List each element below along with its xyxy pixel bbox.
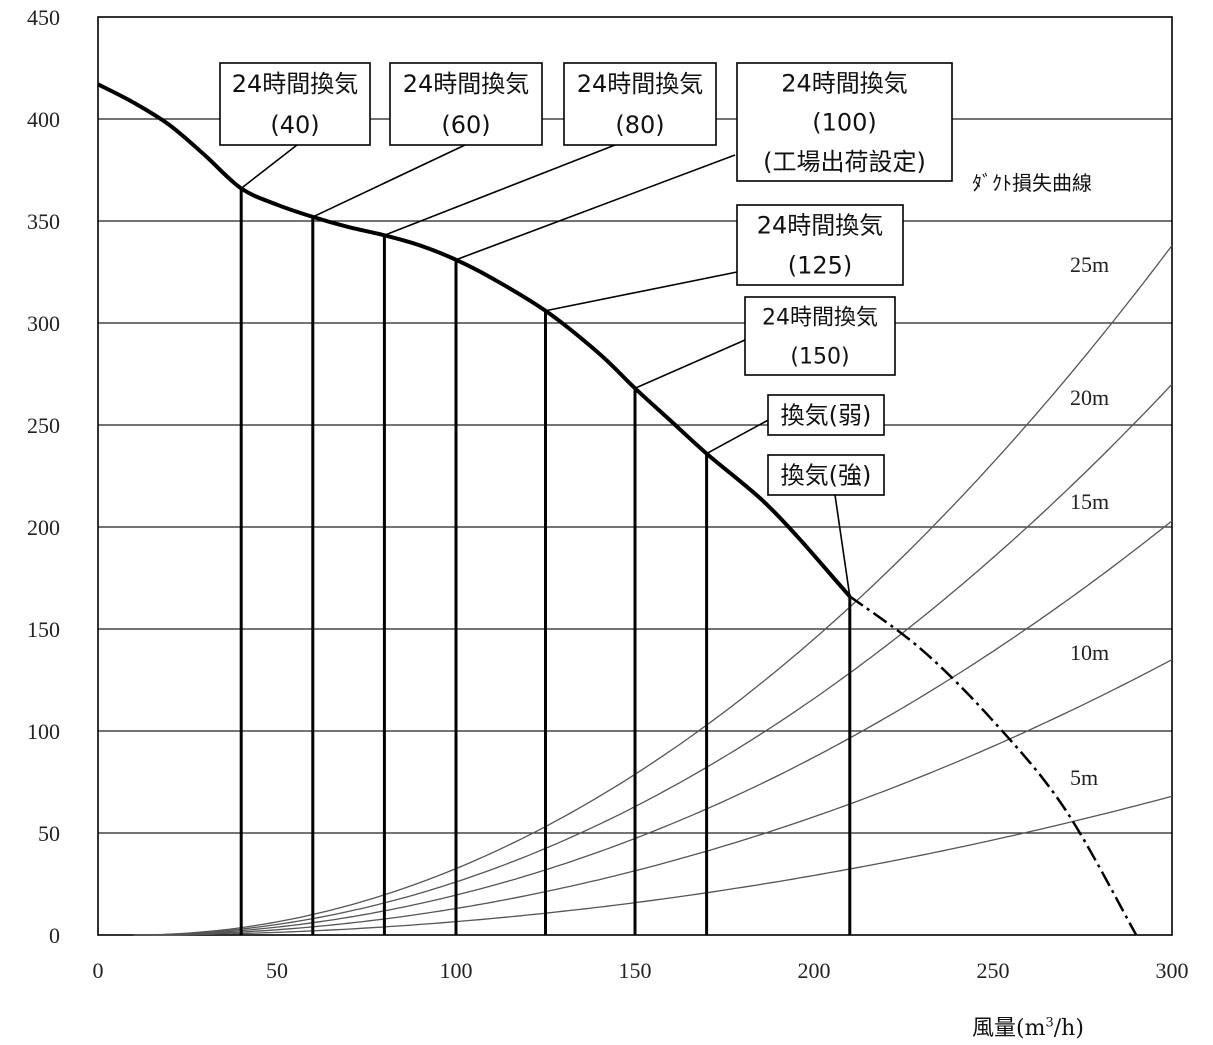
callout-box <box>744 296 896 376</box>
y-tick-label: 50 <box>38 821 60 846</box>
callout-label: 換気(強) <box>781 462 872 490</box>
duct-curve-label: 5m <box>1070 765 1098 790</box>
x-tick-label: 50 <box>266 958 288 983</box>
callout-leader <box>706 417 773 455</box>
callout-leader <box>384 144 616 237</box>
callout-label: 24時間換気 <box>232 70 359 98</box>
y-tick-label: 0 <box>49 923 60 948</box>
callout-leader <box>455 154 736 261</box>
y-tick-label: 400 <box>27 107 60 132</box>
duct-curve-label: 25m <box>1070 252 1109 277</box>
duct-loss-curve-20m <box>133 383 1173 936</box>
callout-label: (80) <box>615 111 664 139</box>
duct-loss-title: ﾀﾞｸﾄ損失曲線 <box>972 171 1092 195</box>
callout-box <box>389 62 543 146</box>
y-tick-label: 100 <box>27 719 60 744</box>
duct-curve-label: 20m <box>1070 385 1109 410</box>
callout-box <box>767 394 885 436</box>
x-tick-label: 0 <box>93 958 104 983</box>
x-tick-label: 300 <box>1156 958 1189 983</box>
x-axis-title-tail: /h) <box>1053 1016 1084 1041</box>
duct-loss-curve-5m <box>133 795 1173 936</box>
callout-label: 24時間換気 <box>757 212 884 240</box>
callout-box <box>736 62 953 182</box>
duct-curve-label: 10m <box>1070 640 1109 665</box>
callout-label: 24時間換気 <box>762 305 878 330</box>
y-tick-label: 250 <box>27 413 60 438</box>
callout-leader <box>634 339 746 390</box>
callout-label: (125) <box>788 252 853 280</box>
x-axis-title-main: 風量(m <box>972 1016 1046 1041</box>
y-tick-label: 450 <box>27 5 60 30</box>
y-tick-label: 300 <box>27 311 60 336</box>
x-tick-label: 150 <box>619 958 652 983</box>
x-tick-label: 250 <box>977 958 1010 983</box>
callout-label: 換気(弱) <box>781 402 872 430</box>
callout-label: (150) <box>790 344 849 369</box>
x-tick-label: 100 <box>440 958 473 983</box>
callout-label: (40) <box>270 111 319 139</box>
callout-box <box>219 62 371 146</box>
callout-leader <box>312 144 466 218</box>
callout-label: (100) <box>812 109 877 137</box>
y-tick-label: 150 <box>27 617 60 642</box>
callout-label: 24時間換気 <box>403 70 530 98</box>
callout-label: (工場出荷設定) <box>763 148 926 176</box>
callout-label: 24時間換気 <box>577 70 704 98</box>
y-tick-label: 200 <box>27 515 60 540</box>
fan-curve-extension <box>849 595 1138 936</box>
duct-loss-curve-25m <box>133 245 1173 936</box>
duct-curve-label: 15m <box>1070 489 1109 514</box>
y-tick-label: 350 <box>27 209 60 234</box>
callout-leader <box>834 494 851 597</box>
x-axis-title: 風量(m3/h) <box>972 1010 1084 1042</box>
callout-leader <box>545 271 738 312</box>
callout-leader <box>240 144 298 189</box>
x-axis-title-superscript: 3 <box>1045 1015 1054 1031</box>
callout-box <box>563 62 717 146</box>
callout-box <box>736 204 904 286</box>
callout-label: 24時間換気 <box>781 69 908 97</box>
callout-label: (60) <box>441 111 490 139</box>
duct-loss-curve-10m <box>133 659 1173 936</box>
duct-loss-curve-15m <box>133 520 1173 936</box>
x-tick-label: 200 <box>798 958 831 983</box>
callout-box <box>767 454 885 496</box>
